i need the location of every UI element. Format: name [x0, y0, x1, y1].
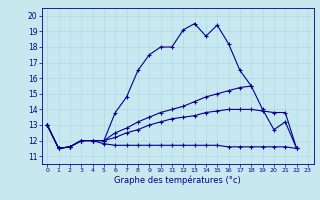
X-axis label: Graphe des températures (°c): Graphe des températures (°c)	[114, 176, 241, 185]
